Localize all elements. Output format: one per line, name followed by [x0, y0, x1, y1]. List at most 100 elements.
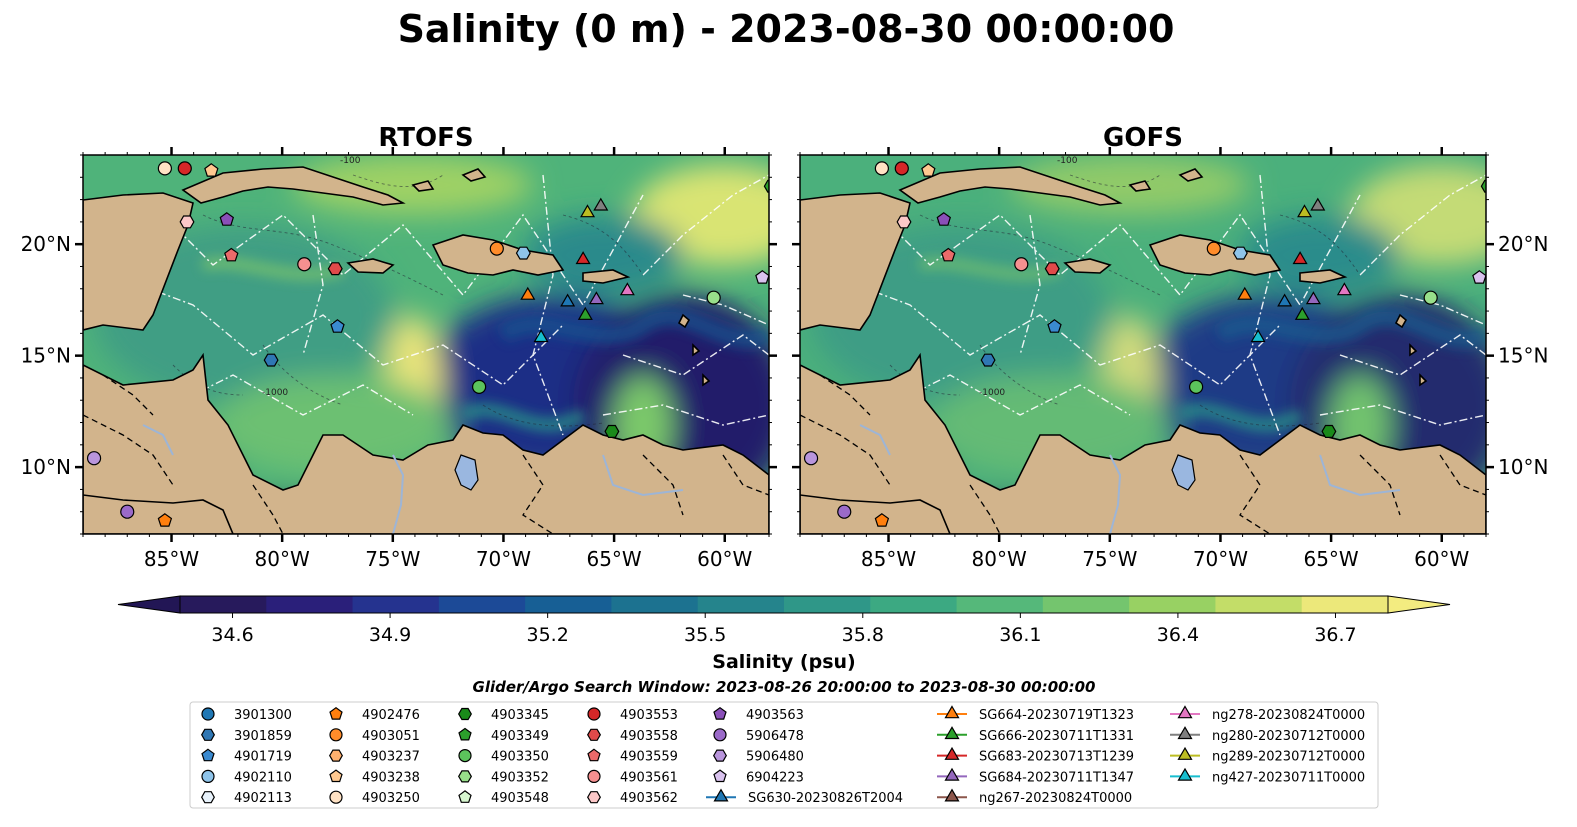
legend-item: 4903548	[458, 790, 549, 806]
argo-float-marker	[1206, 241, 1221, 256]
legend-item: SG666-20230711T1331	[937, 726, 1134, 744]
argo-float-marker	[515, 246, 531, 260]
legend-item: 4903349	[458, 727, 549, 744]
legend-label: SG666-20230711T1331	[979, 729, 1134, 744]
argo-float-marker	[1472, 270, 1486, 284]
argo-float-marker	[297, 257, 312, 272]
legend-label: 4903352	[491, 770, 549, 785]
legend-label: 3901300	[234, 708, 292, 723]
observation-markers	[86, 161, 769, 527]
colorbar-tick-label: 35.5	[684, 624, 726, 646]
colorbar-tick-label: 36.4	[1157, 624, 1199, 646]
legend-item: SG684-20230711T1347	[937, 767, 1134, 785]
argo-float-marker	[1047, 319, 1062, 333]
legend-item: 4902110	[201, 769, 292, 785]
colorbar-segment	[352, 596, 440, 613]
colorbar-segment	[1129, 596, 1217, 613]
colorbar-segment	[180, 596, 267, 613]
colorbar-segment	[870, 596, 958, 613]
legend-label: 4903237	[362, 750, 420, 765]
glider-marker	[1336, 282, 1352, 296]
legend-item: 4903051	[329, 728, 420, 744]
colorbar-segment	[438, 596, 526, 613]
argo-float-marker	[894, 161, 909, 176]
lat-tick-label: 15°N	[1498, 344, 1548, 368]
legend-label: 5906480	[746, 750, 804, 765]
legend-glider-icon	[944, 705, 960, 719]
legend-circle-icon	[587, 769, 601, 784]
legend-item: 4903352	[458, 770, 549, 785]
map-axis-ticks: 85°W 80°W 75°W 70°W 65°W 60°W 20°N 15°N 10°N	[792, 147, 1548, 571]
legend-glider-icon	[1177, 767, 1193, 781]
lon-tick-label: 75°W	[1082, 547, 1137, 571]
argo-float-marker	[327, 262, 343, 276]
legend-glider-icon	[944, 788, 960, 802]
lon-tick-label: 85°W	[861, 547, 916, 571]
argo-float-marker	[489, 241, 504, 256]
argo-float-marker	[1044, 262, 1060, 276]
legend-circle-icon	[201, 707, 215, 721]
legend-item: 5906478	[713, 728, 804, 744]
argo-float-marker	[1321, 424, 1337, 438]
legend-item: ng427-20230711T0000	[1170, 767, 1365, 785]
legend-item: 4903350	[458, 748, 549, 765]
lat-tick-label: 10°N	[1498, 455, 1548, 479]
colorbar-extend-high	[1387, 595, 1451, 614]
argo-float-marker	[921, 163, 936, 177]
legend-label: ng278-20230824T0000	[1212, 708, 1365, 723]
legend-label: 4903051	[362, 729, 420, 744]
glider-marker	[588, 291, 604, 305]
legend-label: 4902110	[234, 770, 292, 785]
colorbar-segment	[956, 596, 1044, 613]
colorbar-segment	[784, 596, 871, 613]
argo-float-marker	[1423, 290, 1438, 305]
argo-float-marker	[86, 451, 102, 466]
lon-tick-label: 65°W	[1303, 547, 1358, 571]
map-panel-rtofs: RTOFS -100 -1000 85°W 80°W 75°W 70°W 65°W 60°…	[21, 123, 777, 571]
legend-pentagon-icon	[713, 769, 727, 783]
legend-hexagon-icon	[201, 728, 215, 741]
legend-circle-icon	[329, 790, 343, 804]
legend-glider-icon	[1177, 746, 1193, 760]
figure-title: Salinity (0 m) - 2023-08-30 00:00:00	[398, 7, 1175, 51]
legend-hexagon-icon	[329, 749, 343, 762]
legend-item: 4901719	[201, 748, 292, 765]
lat-tick-label: 10°N	[21, 455, 71, 479]
legend-item: 4903238	[329, 769, 420, 785]
colorbar-tick-label: 34.6	[211, 624, 253, 646]
legend-label: 4903562	[620, 791, 678, 806]
legend-item: 4903345	[458, 707, 549, 723]
legend-item: 4903563	[713, 706, 804, 723]
legend-label: 6904223	[746, 770, 804, 785]
glider-marker	[593, 197, 609, 211]
argo-float-marker	[896, 215, 912, 229]
legend-pentagon-icon	[587, 748, 601, 762]
legend-label: 3901859	[234, 729, 292, 744]
legend-label: 4903349	[491, 729, 549, 744]
legend-label: ng427-20230711T0000	[1212, 770, 1365, 785]
legend-circle-icon	[587, 707, 601, 721]
contour-label: -100	[340, 156, 361, 166]
map-axis-ticks: 85°W 80°W 75°W 70°W 65°W 60°W 20°N 15°N 10°N	[21, 147, 777, 571]
legend-hexagon-icon	[458, 770, 472, 783]
legend-item: 4902476	[329, 706, 420, 723]
observation-markers	[803, 161, 1486, 527]
legend-pentagon-icon	[329, 706, 343, 720]
legend-pentagon-icon	[713, 706, 727, 720]
legend-hexagon-icon	[201, 791, 215, 804]
colorbar-tick-label: 34.9	[369, 624, 411, 646]
legend-item: 5906480	[713, 749, 804, 765]
panel-title: RTOFS	[378, 123, 473, 153]
colorbar-tick-label: 35.2	[526, 624, 568, 646]
legend-pentagon-icon	[201, 748, 215, 762]
argo-float-marker	[604, 424, 620, 438]
colorbar-segment	[266, 596, 354, 613]
argo-float-marker	[837, 504, 852, 519]
map-frame	[82, 154, 770, 535]
legend-item: 6904223	[713, 769, 804, 785]
legend-hexagon-icon	[587, 728, 601, 741]
legend-item: SG683-20230713T1239	[937, 746, 1134, 765]
argo-float-marker	[177, 161, 192, 176]
argo-float-marker	[803, 451, 819, 466]
